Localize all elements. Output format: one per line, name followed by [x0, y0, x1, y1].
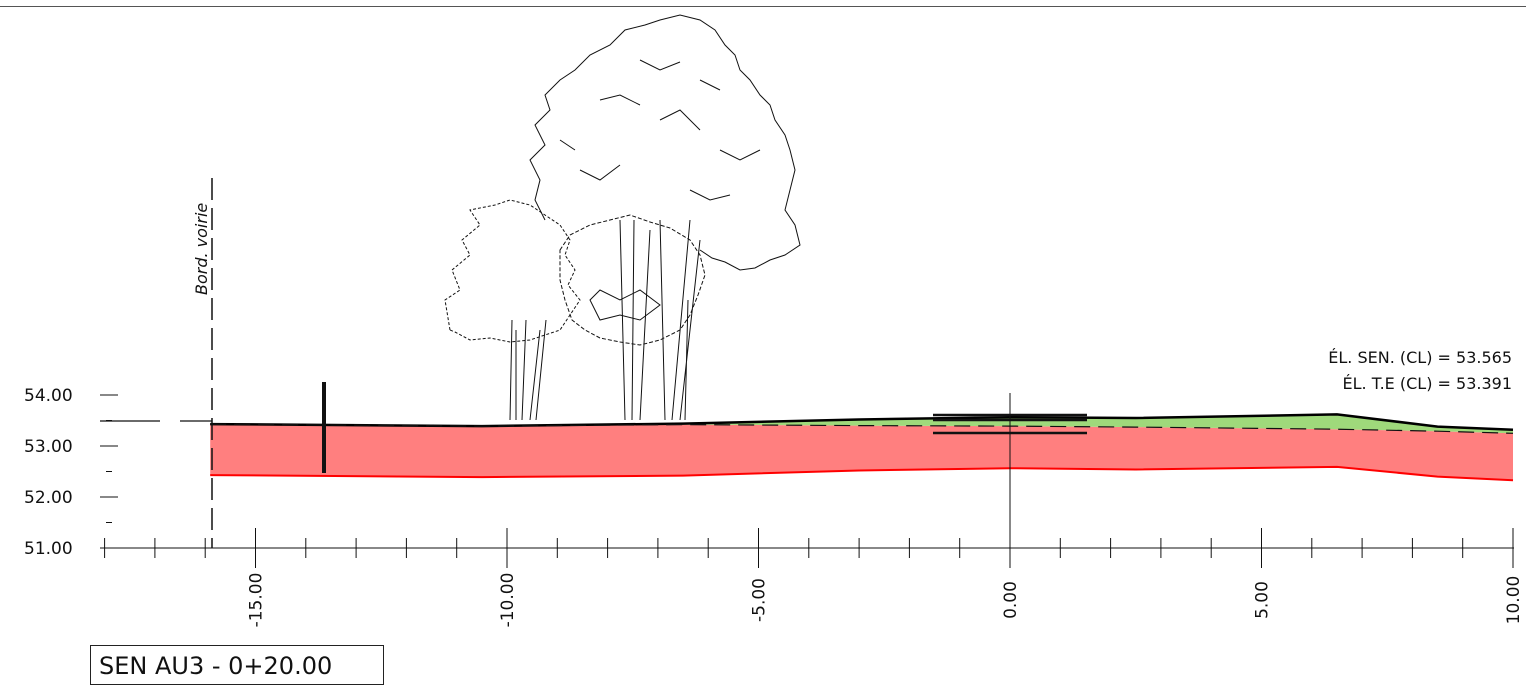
y-tick-label: 52.00	[24, 488, 73, 508]
y-tick-label: 53.00	[24, 437, 73, 457]
sheet-top-border	[0, 6, 1526, 7]
y-tick-label: 54.00	[24, 386, 73, 406]
te-elevation-annotation: ÉL. T.E (CL) = 53.391	[1343, 374, 1512, 393]
y-axis-ticks: 51.00 52.00 53.00 54.00	[24, 386, 118, 559]
x-tick-label: 5.00	[1253, 581, 1273, 619]
x-tick-label: -10.00	[498, 573, 518, 628]
tree-illustration	[444, 14, 801, 421]
road-edge-label: Bord. voirie	[192, 203, 211, 295]
x-axis-ticks: -15.00 -10.00 -5.00 0.00 5.00 10.00	[104, 528, 1524, 628]
cut-area	[210, 424, 1514, 481]
fill-area	[210, 414, 1514, 434]
sen-elevation-annotation: ÉL. SEN. (CL) = 53.565	[1328, 348, 1512, 367]
x-tick-label: 10.00	[1504, 576, 1524, 625]
x-tick-label: -5.00	[750, 578, 770, 622]
section-title: SEN AU3 - 0+20.00	[90, 645, 384, 685]
x-tick-label: 0.00	[1001, 581, 1021, 619]
x-tick-label: -15.00	[247, 573, 267, 628]
y-tick-label: 51.00	[24, 539, 73, 559]
